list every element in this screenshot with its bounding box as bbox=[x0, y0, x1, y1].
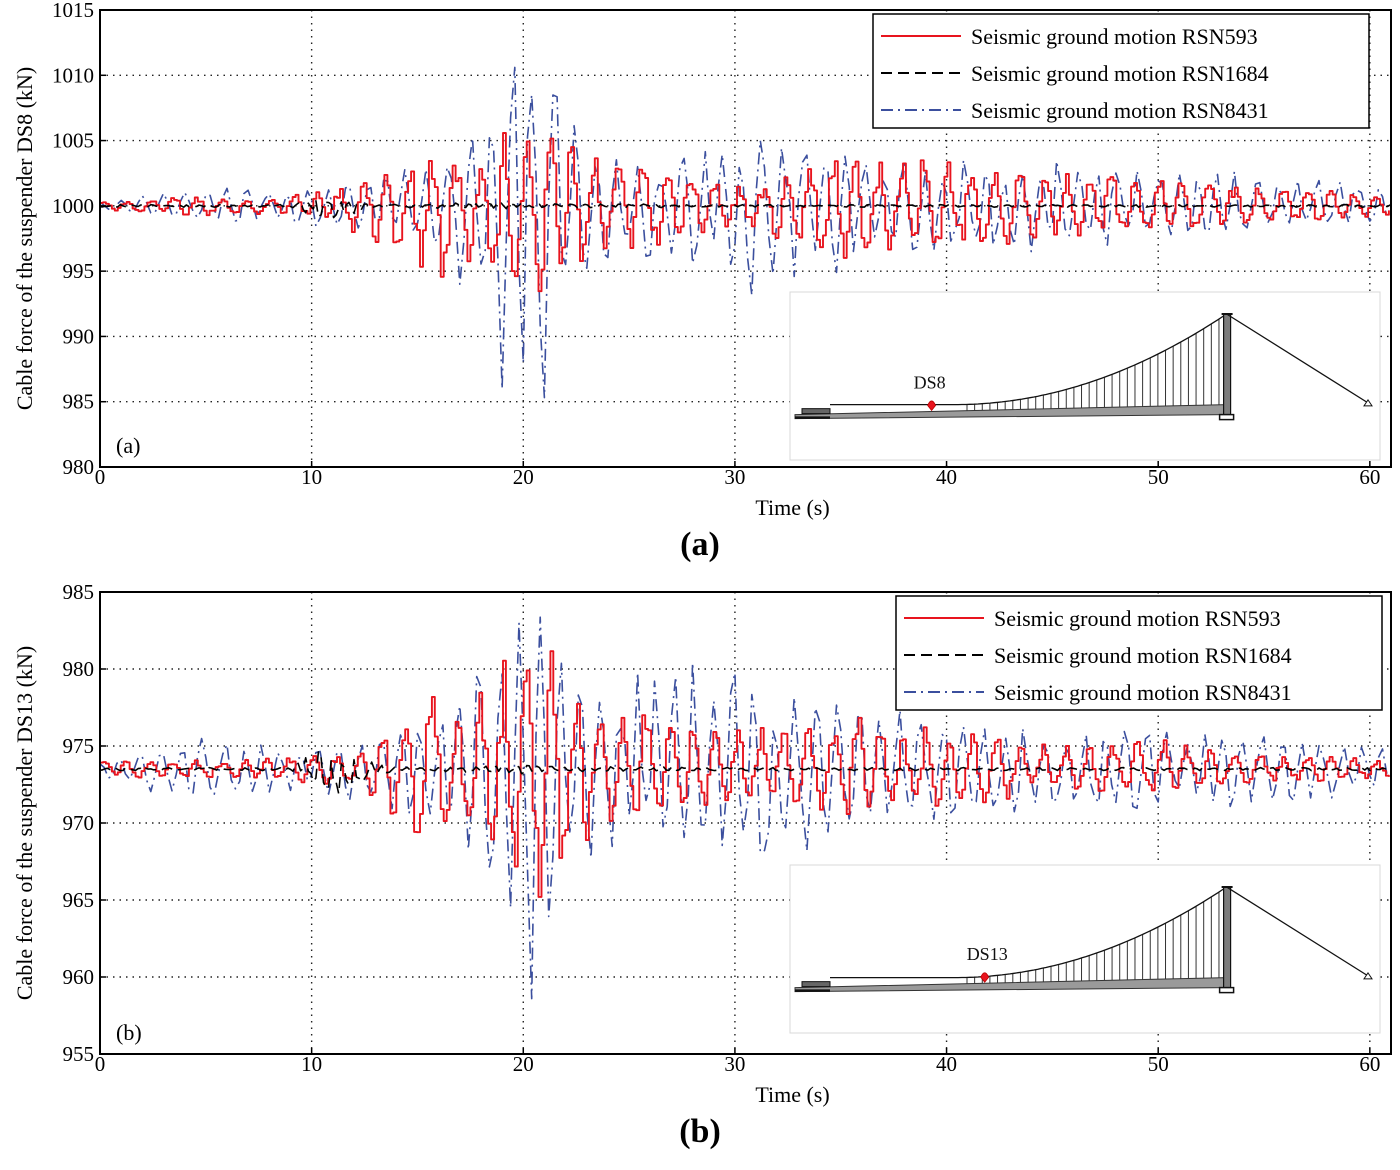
x-tick-label: 20 bbox=[513, 1052, 534, 1076]
y-tick-label: 985 bbox=[63, 580, 95, 604]
legend-entry: Seismic ground motion RSN1684 bbox=[971, 61, 1269, 86]
x-tick-label: 40 bbox=[936, 1052, 957, 1076]
tower bbox=[1222, 313, 1232, 419]
plot-area bbox=[100, 66, 1391, 399]
legend-entry: Seismic ground motion RSN1684 bbox=[994, 643, 1292, 668]
series-line-rsn8431 bbox=[100, 66, 1388, 399]
legend: Seismic ground motion RSN593 Seismic grou… bbox=[872, 13, 1370, 129]
y-axis-title: Cable force of the suspender DS13 (kN) bbox=[12, 646, 37, 1000]
y-tick-label: 995 bbox=[63, 259, 95, 283]
x-axis-title: Time (s) bbox=[755, 495, 829, 520]
x-tick-label: 60 bbox=[1359, 465, 1380, 489]
x-axis-title: Time (s) bbox=[755, 1082, 829, 1107]
panel-caption: (a) bbox=[680, 526, 720, 563]
legend-entry: Seismic ground motion RSN593 bbox=[994, 606, 1281, 631]
series-line-rsn593 bbox=[100, 132, 1390, 293]
y-tick-label: 965 bbox=[63, 888, 95, 912]
y-tick-label: 955 bbox=[63, 1042, 95, 1066]
legend: Seismic ground motion RSN593 Seismic grou… bbox=[895, 595, 1383, 711]
left-abutment bbox=[801, 981, 831, 988]
anchorage bbox=[1363, 971, 1373, 980]
y-axis-title: Cable force of the suspender DS8 (kN) bbox=[12, 67, 37, 410]
inset-frame bbox=[789, 291, 1381, 461]
legend-entry: Seismic ground motion RSN8431 bbox=[994, 680, 1292, 705]
x-tick-label: 30 bbox=[724, 1052, 745, 1076]
chart-panel-a: DS8 0 10 20 30 40 50 60 980 985 990 995 1000 1005 1010… bbox=[12, 0, 1392, 563]
inset-label: DS8 bbox=[914, 372, 946, 392]
y-tick-label: 985 bbox=[63, 390, 95, 414]
backstay-cable bbox=[1226, 313, 1369, 404]
x-tick-label: 10 bbox=[301, 1052, 322, 1076]
main-cable bbox=[830, 313, 1227, 406]
x-tick-label: 20 bbox=[513, 465, 534, 489]
tower bbox=[1222, 886, 1232, 992]
legend-entry: Seismic ground motion RSN8431 bbox=[971, 98, 1269, 123]
y-tick-label: 980 bbox=[63, 455, 95, 479]
x-tick-label: 50 bbox=[1148, 1052, 1169, 1076]
x-tick-label: 0 bbox=[95, 1052, 106, 1076]
x-tick-label: 50 bbox=[1148, 465, 1169, 489]
series-line-rsn593 bbox=[100, 650, 1390, 898]
x-tick-label: 10 bbox=[301, 465, 322, 489]
series-line-rsn8431 bbox=[100, 616, 1388, 1000]
legend-box bbox=[872, 13, 1370, 129]
y-tick-label: 1015 bbox=[52, 0, 94, 22]
suspender-marker bbox=[927, 400, 937, 412]
legend-entry: Seismic ground motion RSN593 bbox=[971, 24, 1258, 49]
bridge-inset-ds8: DS8 bbox=[789, 291, 1381, 461]
chart-panel-b: DS13 0 10 20 30 40 50 60 955 960 965 970 975 980 985 Ti… bbox=[12, 580, 1392, 1150]
axes-frame bbox=[99, 9, 1392, 468]
y-tick-label: 975 bbox=[63, 734, 95, 758]
y-tick-label: 1010 bbox=[52, 63, 94, 87]
y-tick-label: 1005 bbox=[52, 129, 94, 153]
panel-tag: (a) bbox=[116, 433, 140, 458]
y-tick-label: 990 bbox=[63, 324, 95, 348]
x-tick-label: 40 bbox=[936, 465, 957, 489]
inset-frame bbox=[789, 864, 1381, 1034]
x-tick-label: 30 bbox=[724, 465, 745, 489]
anchorage bbox=[1363, 398, 1373, 407]
panel-caption: (b) bbox=[679, 1113, 721, 1150]
y-tick-label: 980 bbox=[63, 657, 95, 681]
backstay-cable bbox=[1226, 886, 1369, 977]
x-tick-label: 0 bbox=[95, 465, 106, 489]
plot-area bbox=[100, 616, 1391, 1000]
bridge-inset-ds13: DS13 bbox=[789, 864, 1381, 1034]
left-abutment bbox=[801, 408, 831, 415]
tower-base bbox=[1218, 986, 1235, 994]
suspender-marker bbox=[980, 972, 990, 983]
y-tick-label: 1000 bbox=[52, 194, 94, 218]
x-tick-label: 60 bbox=[1359, 1052, 1380, 1076]
y-tick-label: 960 bbox=[63, 965, 95, 989]
inset-label: DS13 bbox=[967, 944, 1008, 964]
series-line-rsn1684 bbox=[100, 751, 1391, 795]
main-cable bbox=[830, 886, 1227, 979]
tower-base bbox=[1218, 413, 1235, 421]
panel-tag: (b) bbox=[116, 1020, 142, 1045]
y-tick-label: 970 bbox=[63, 811, 95, 835]
